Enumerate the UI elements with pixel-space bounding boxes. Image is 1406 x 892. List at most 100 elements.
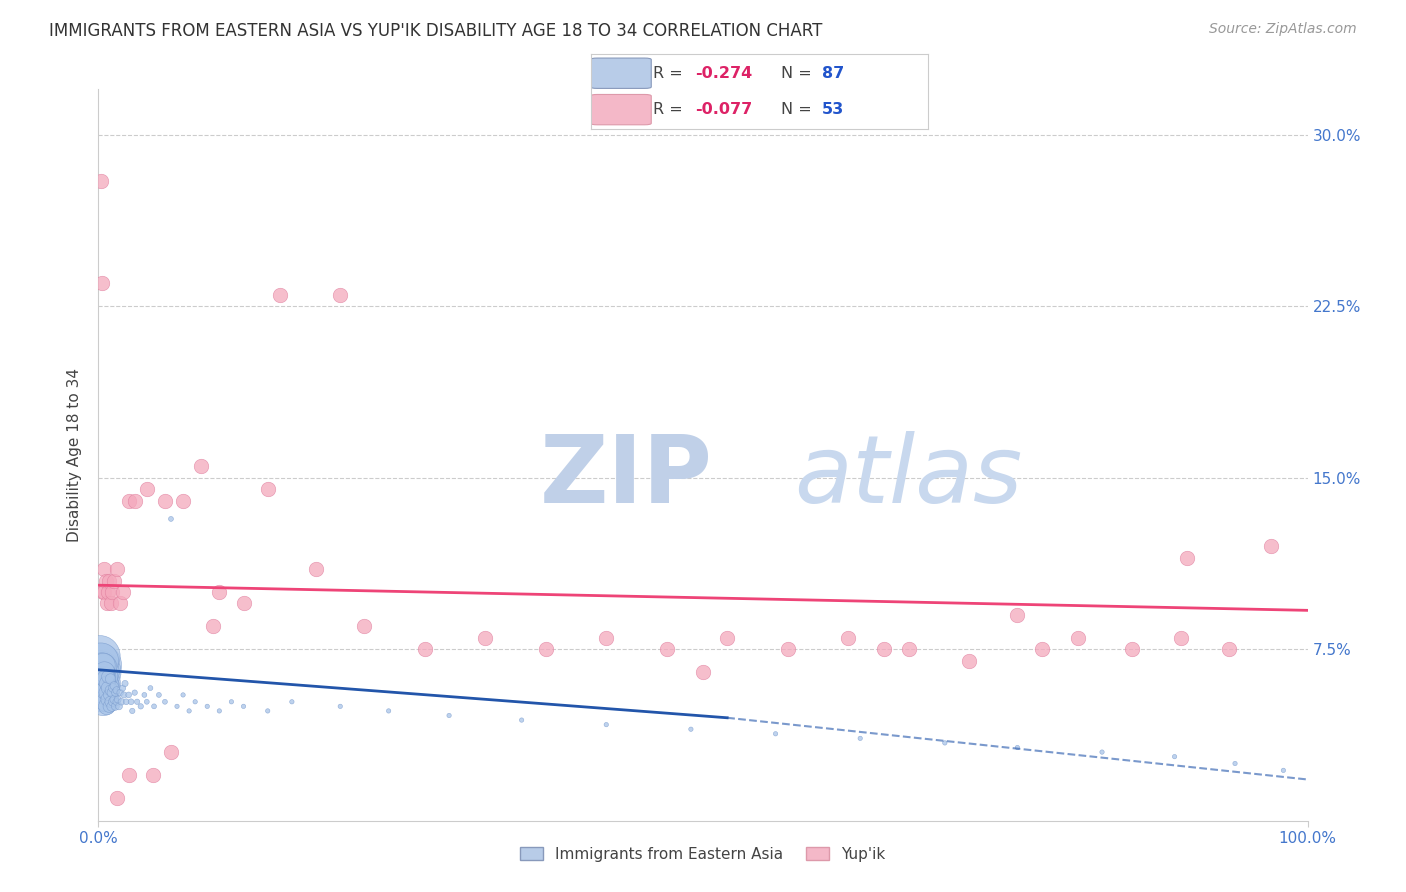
Legend: Immigrants from Eastern Asia, Yup'ik: Immigrants from Eastern Asia, Yup'ik [515, 840, 891, 868]
Point [110, 695, 132, 709]
Point [153, 695, 176, 709]
Point [329, 288, 352, 302]
Point [1091, 745, 1114, 759]
Point [166, 699, 188, 714]
Point [90, 654, 112, 668]
Point [90, 173, 112, 187]
Point [1163, 749, 1185, 764]
Point [776, 642, 799, 657]
Point [93, 686, 115, 700]
Point [934, 736, 956, 750]
Point [142, 768, 165, 782]
Point [329, 699, 352, 714]
Point [957, 654, 980, 668]
Text: N =: N = [782, 102, 817, 117]
Point [96, 699, 118, 714]
Point [96, 676, 118, 690]
Point [510, 713, 533, 727]
Point [143, 699, 166, 714]
Point [305, 562, 328, 576]
Point [160, 745, 183, 759]
Point [269, 288, 291, 302]
Point [437, 708, 460, 723]
Point [377, 704, 399, 718]
Point [89, 658, 111, 673]
Point [655, 642, 678, 657]
Point [100, 672, 122, 686]
Point [100, 585, 122, 599]
Point [96, 686, 118, 700]
Point [100, 597, 122, 611]
Point [179, 704, 201, 718]
Point [716, 631, 738, 645]
Point [98, 574, 121, 588]
Point [1223, 756, 1246, 771]
Point [105, 790, 128, 805]
FancyBboxPatch shape [591, 95, 651, 125]
Point [1272, 764, 1295, 778]
Point [90, 665, 112, 679]
Point [148, 688, 170, 702]
Text: -0.274: -0.274 [695, 66, 752, 81]
Point [93, 562, 115, 576]
Point [1260, 539, 1282, 553]
Point [184, 695, 207, 709]
Point [1170, 631, 1192, 645]
Point [849, 731, 872, 746]
Point [1175, 550, 1198, 565]
Text: 87: 87 [821, 66, 844, 81]
Point [256, 704, 278, 718]
Point [474, 631, 496, 645]
Point [127, 695, 149, 709]
Point [837, 631, 859, 645]
Point [172, 493, 194, 508]
Point [91, 672, 114, 686]
Text: 53: 53 [821, 102, 844, 117]
Point [534, 642, 557, 657]
Point [129, 699, 152, 714]
Text: R =: R = [652, 102, 688, 117]
Point [90, 676, 112, 690]
Text: IMMIGRANTS FROM EASTERN ASIA VS YUP'IK DISABILITY AGE 18 TO 34 CORRELATION CHART: IMMIGRANTS FROM EASTERN ASIA VS YUP'IK D… [49, 22, 823, 40]
Text: ZIP: ZIP [540, 431, 713, 523]
Point [202, 619, 225, 633]
Point [103, 692, 125, 706]
Point [121, 704, 143, 718]
Point [91, 670, 114, 684]
Point [107, 692, 129, 706]
Point [91, 681, 114, 695]
Point [120, 695, 142, 709]
Point [108, 699, 131, 714]
Point [91, 277, 114, 291]
Point [118, 768, 141, 782]
Point [100, 695, 122, 709]
Point [100, 699, 122, 714]
Point [692, 665, 714, 679]
Point [105, 562, 128, 576]
Point [256, 482, 278, 496]
Point [108, 597, 131, 611]
Point [1007, 607, 1029, 622]
Point [232, 597, 254, 611]
Point [1121, 642, 1143, 657]
Point [94, 683, 117, 698]
Point [94, 672, 117, 686]
Point [221, 695, 243, 709]
Point [100, 686, 122, 700]
Point [94, 695, 117, 709]
Point [104, 699, 127, 714]
Point [111, 585, 134, 599]
Text: R =: R = [652, 66, 688, 81]
Point [94, 574, 117, 588]
Point [93, 665, 115, 679]
Point [91, 688, 114, 702]
Point [135, 695, 157, 709]
Point [190, 459, 212, 474]
Point [160, 512, 183, 526]
FancyBboxPatch shape [591, 58, 651, 88]
Point [124, 493, 146, 508]
Point [89, 665, 111, 679]
Y-axis label: Disability Age 18 to 34: Disability Age 18 to 34 [67, 368, 83, 542]
Point [172, 688, 194, 702]
Point [105, 683, 128, 698]
